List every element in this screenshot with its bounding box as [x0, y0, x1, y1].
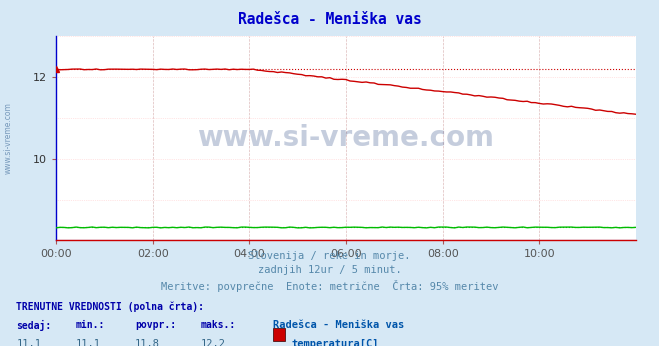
Text: TRENUTNE VREDNOSTI (polna črta):: TRENUTNE VREDNOSTI (polna črta): [16, 301, 204, 311]
Text: Meritve: povprečne  Enote: metrične  Črta: 95% meritev: Meritve: povprečne Enote: metrične Črta:… [161, 280, 498, 292]
Text: Radešca - Meniška vas: Radešca - Meniška vas [273, 320, 405, 330]
Text: maks.:: maks.: [201, 320, 236, 330]
Text: zadnjih 12ur / 5 minut.: zadnjih 12ur / 5 minut. [258, 265, 401, 275]
Text: 11,8: 11,8 [135, 339, 160, 346]
Text: 11,1: 11,1 [76, 339, 101, 346]
Text: www.si-vreme.com: www.si-vreme.com [3, 102, 13, 174]
Text: www.si-vreme.com: www.si-vreme.com [198, 125, 494, 152]
Text: Radešca - Meniška vas: Radešca - Meniška vas [238, 12, 421, 27]
Text: povpr.:: povpr.: [135, 320, 176, 330]
Text: 12,2: 12,2 [201, 339, 226, 346]
Text: Slovenija / reke in morje.: Slovenija / reke in morje. [248, 251, 411, 261]
Text: temperatura[C]: temperatura[C] [292, 339, 380, 346]
Text: min.:: min.: [76, 320, 105, 330]
Text: sedaj:: sedaj: [16, 320, 51, 331]
Text: 11,1: 11,1 [16, 339, 42, 346]
